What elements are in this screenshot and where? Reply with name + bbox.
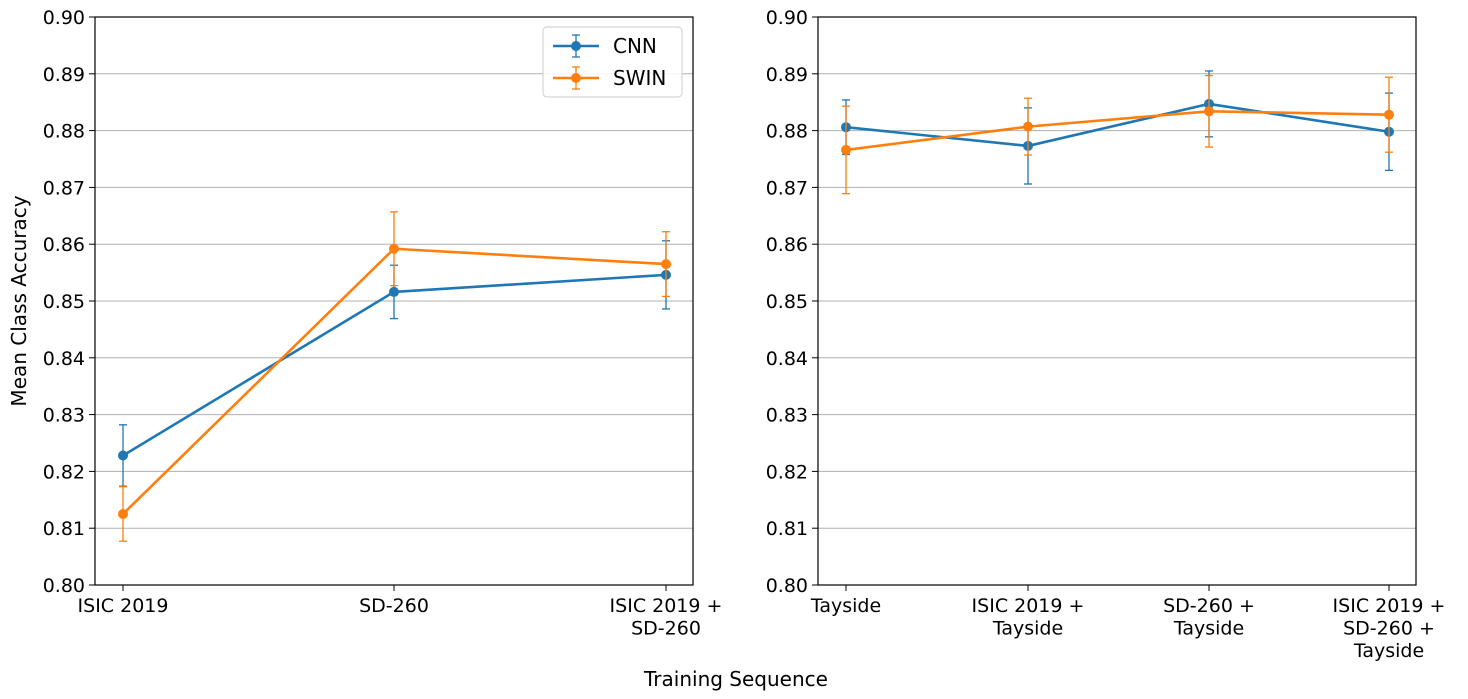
- x-tick-label: Tayside: [810, 595, 881, 617]
- data-point: [118, 509, 128, 519]
- y-tick-label: 0.87: [766, 177, 808, 199]
- series-swin: [841, 74, 1394, 195]
- data-point: [1023, 121, 1033, 132]
- y-tick-label: 0.82: [766, 461, 808, 483]
- y-tick-label: 0.89: [43, 64, 85, 86]
- y-tick-label: 0.86: [766, 234, 808, 256]
- series-line: [845, 109, 1390, 152]
- x-tick-label: ISIC 2019 + SD-260 + Tayside: [1333, 595, 1446, 662]
- x-tick-label-line: SD-260: [631, 618, 701, 640]
- series-cnn: [841, 70, 1394, 185]
- x-tick-label: SD-260 + Tayside: [1163, 595, 1255, 640]
- x-axis-label: Training Sequence: [643, 667, 828, 691]
- plot-frame: [817, 16, 1417, 586]
- x-tick-label: ISIC 2019 + SD-260: [610, 595, 723, 640]
- y-tick-label: 0.84: [43, 348, 85, 370]
- x-tick-label-line: Tayside: [1173, 618, 1244, 640]
- x-tick-label-line: Tayside: [810, 595, 881, 617]
- y-tick-label: 0.87: [43, 177, 85, 199]
- data-point: [389, 243, 399, 254]
- y-tick-label: 0.83: [766, 405, 808, 427]
- x-tick-label-line: ISIC 2019: [78, 595, 169, 617]
- x-tick-label-line: SD-260 +: [1163, 595, 1255, 617]
- legend: CNN SWIN: [542, 26, 683, 98]
- x-tick-label: ISIC 2019 + Tayside: [972, 595, 1085, 640]
- x-tick-label: ISIC 2019: [78, 595, 169, 617]
- legend-label: SWIN: [613, 66, 666, 90]
- data-point: [661, 259, 671, 270]
- y-axis-label: Mean Class Accuracy: [7, 195, 31, 406]
- y-tick-label: 0.88: [43, 121, 85, 143]
- right-chart-panel: 0.80 0.81 0.82 0.83 0.84 0.85 0.86 0.87 0.88 0.89…: [766, 7, 1446, 662]
- x-tick-label-line: SD-260 +: [1343, 618, 1435, 640]
- x-tick-label-line: ISIC 2019 +: [972, 595, 1085, 617]
- y-tick-label: 0.82: [43, 461, 85, 483]
- y-tick-label: 0.89: [766, 64, 808, 86]
- y-tick-label: 0.83: [43, 405, 85, 427]
- data-point: [118, 450, 128, 461]
- series-swin: [118, 211, 671, 542]
- y-tick-label: 0.80: [43, 575, 85, 597]
- y-tick-label: 0.84: [766, 348, 808, 370]
- x-tick-label-line: Tayside: [1353, 640, 1424, 662]
- data-point: [841, 144, 851, 155]
- legend-label: CNN: [613, 34, 657, 58]
- x-tick-label-line: Tayside: [992, 618, 1063, 640]
- y-tick-label: 0.80: [766, 575, 808, 597]
- y-tick-label: 0.85: [43, 291, 85, 313]
- y-tick-label: 0.88: [766, 121, 808, 143]
- series-line: [845, 102, 1390, 148]
- y-tick-label: 0.90: [766, 7, 808, 29]
- x-tick-label-line: ISIC 2019 +: [610, 595, 723, 617]
- left-chart-panel: 0.80 0.81 0.82 0.83 0.84 0.85 0.86 0.87 0.88 0.89…: [43, 7, 723, 640]
- y-tick-label: 0.81: [43, 518, 85, 540]
- y-tick-label: 0.86: [43, 234, 85, 256]
- data-point: [1204, 106, 1214, 117]
- data-point: [389, 286, 399, 297]
- data-point: [1384, 109, 1394, 120]
- y-tick-label: 0.81: [766, 518, 808, 540]
- x-tick-label: SD-260: [359, 595, 429, 617]
- y-tick-label: 0.90: [43, 7, 85, 29]
- x-tick-label-line: ISIC 2019 +: [1333, 595, 1446, 617]
- plot-frame: [94, 16, 694, 586]
- x-tick-label-line: SD-260: [359, 595, 429, 617]
- y-tick-label: 0.85: [766, 291, 808, 313]
